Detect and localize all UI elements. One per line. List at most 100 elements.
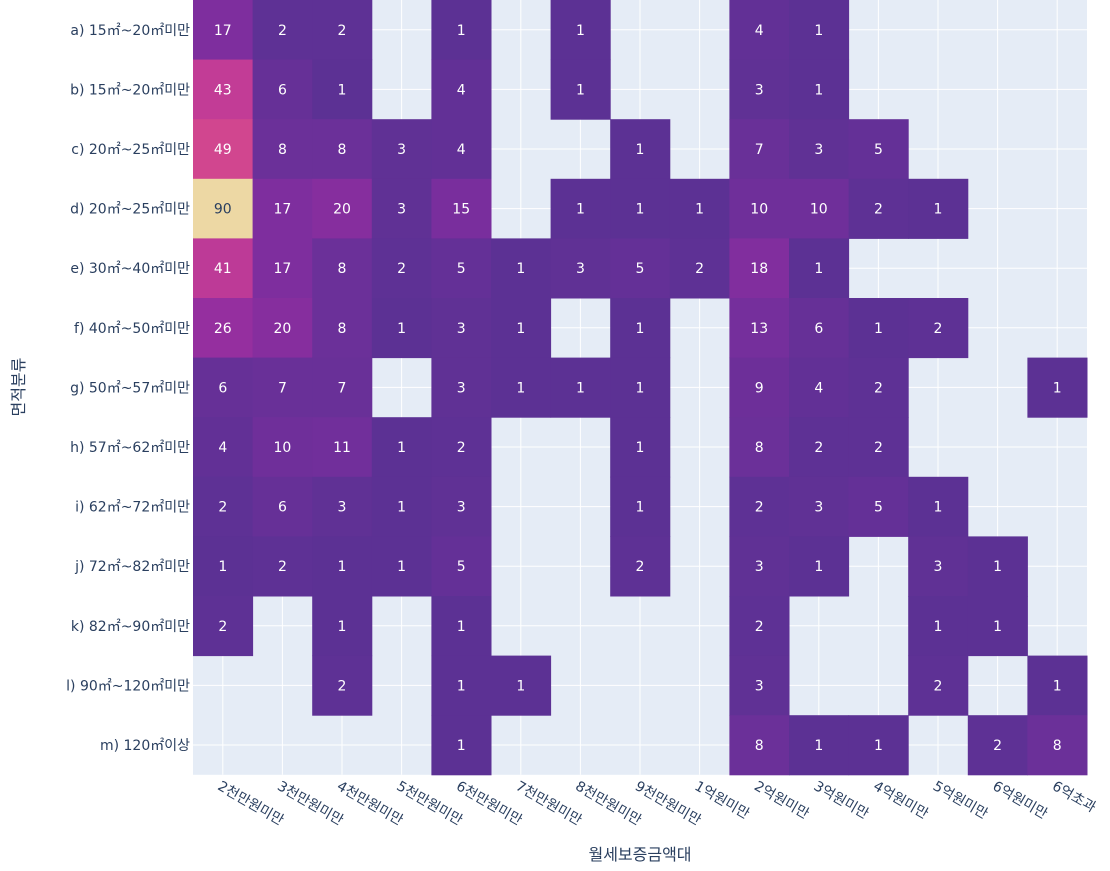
cell-value-label: 2 <box>695 261 704 277</box>
heatmap-cell <box>193 59 254 120</box>
heatmap-cell <box>848 119 909 180</box>
heatmap-cell <box>550 59 611 120</box>
heatmap-cell <box>252 238 313 299</box>
cell-value-label: 7 <box>755 142 764 158</box>
cell-value-label: 11 <box>333 440 351 456</box>
heatmap-cell <box>431 0 492 61</box>
cell-value-label: 1 <box>218 559 227 575</box>
cell-value-label: 2 <box>874 202 883 218</box>
x-tick-label: 5억원미만 <box>930 778 990 822</box>
heatmap-cell <box>252 119 313 180</box>
cell-value-label: 2 <box>218 500 227 516</box>
heatmap-cell <box>431 715 492 776</box>
heatmap-cell <box>729 59 790 120</box>
cell-value-label: 1 <box>397 500 406 516</box>
heatmap-cell <box>550 357 611 418</box>
cell-value-label: 1 <box>636 500 645 516</box>
heatmap-cell <box>1027 715 1088 776</box>
y-tick-label: h) 57㎡~62㎡미만 <box>70 440 190 456</box>
cell-value-label: 1 <box>397 440 406 456</box>
heatmap-cell <box>193 536 254 597</box>
heatmap-cell <box>550 178 611 239</box>
cell-value-label: 3 <box>457 321 466 337</box>
heatmap-cell <box>371 536 432 597</box>
heatmap-cell <box>729 536 790 597</box>
x-tick-labels: 2천만원미만3천만원미만4천만원미만5천만원미만6천만원미만7천만원미만8천만원… <box>215 778 1099 829</box>
cell-value-label: 3 <box>755 82 764 98</box>
heatmap-cell <box>491 655 552 716</box>
cell-value-label: 1 <box>874 738 883 754</box>
heatmap-cell <box>431 536 492 597</box>
heatmap-cell <box>669 178 730 239</box>
heatmap-cell <box>908 298 969 359</box>
heatmap-cell <box>610 298 671 359</box>
heatmap-cell <box>729 417 790 478</box>
heatmap-cell <box>312 59 373 120</box>
heatmap-cell <box>729 715 790 776</box>
cell-value-label: 2 <box>934 678 943 694</box>
cell-value-label: 3 <box>814 142 823 158</box>
cell-value-label: 1 <box>1053 380 1062 396</box>
x-tick-label: 3천만원미만 <box>274 778 346 829</box>
cell-value-label: 3 <box>755 559 764 575</box>
x-tick-label: 2억원미만 <box>751 778 811 822</box>
cell-value-label: 1 <box>1053 678 1062 694</box>
heatmap-cell <box>371 417 432 478</box>
cell-value-label: 8 <box>1053 738 1062 754</box>
cell-value-label: 6 <box>278 82 287 98</box>
cell-value-label: 1 <box>576 202 585 218</box>
cell-value-label: 1 <box>874 321 883 337</box>
heatmap-cell <box>431 59 492 120</box>
heatmap-cell <box>252 357 313 418</box>
heatmap-cell <box>789 178 850 239</box>
cell-value-label: 1 <box>814 261 823 277</box>
heatmap-cell <box>789 119 850 180</box>
y-tick-label: e) 30㎡~40㎡미만 <box>70 261 190 277</box>
cell-value-label: 1 <box>636 321 645 337</box>
heatmap-cell <box>729 476 790 537</box>
heatmap-cell <box>371 178 432 239</box>
cell-value-label: 2 <box>338 678 347 694</box>
cell-value-label: 2 <box>397 261 406 277</box>
cell-value-label: 26 <box>214 321 232 337</box>
heatmap-cell <box>610 536 671 597</box>
cell-value-label: 2 <box>338 23 347 39</box>
heatmap-cell <box>550 238 611 299</box>
x-tick-label: 9천만원미만 <box>632 778 704 829</box>
heatmap-cell <box>312 119 373 180</box>
heatmap-cell <box>848 417 909 478</box>
heatmap-cell <box>193 119 254 180</box>
cell-value-label: 90 <box>214 202 232 218</box>
heatmap-cell <box>610 417 671 478</box>
x-tick-label: 4억원미만 <box>870 778 930 822</box>
heatmap-cell <box>848 476 909 537</box>
heatmap-cell <box>848 357 909 418</box>
x-axis-title: 월세보증금액대 <box>588 845 691 864</box>
heatmap-cell <box>1027 357 1088 418</box>
x-tick-label: 5천만원미만 <box>394 778 466 829</box>
cell-value-label: 1 <box>457 23 466 39</box>
heatmap-cell <box>729 357 790 418</box>
cell-value-label: 17 <box>273 202 291 218</box>
cell-value-label: 2 <box>218 619 227 635</box>
x-tick-label: 2천만원미만 <box>215 778 287 829</box>
cell-value-label: 5 <box>457 261 466 277</box>
cell-value-label: 4 <box>457 82 466 98</box>
heatmap-cell <box>431 655 492 716</box>
y-tick-label: f) 40㎡~50㎡미만 <box>74 321 190 337</box>
cell-value-label: 7 <box>338 380 347 396</box>
heatmap-cell <box>312 417 373 478</box>
heatmap-cell <box>610 178 671 239</box>
heatmap-cell <box>789 59 850 120</box>
cell-value-label: 1 <box>457 678 466 694</box>
cell-value-label: 18 <box>750 261 768 277</box>
heatmap-cell <box>789 357 850 418</box>
heatmap-cell <box>312 655 373 716</box>
cell-value-label: 1 <box>993 559 1002 575</box>
heatmap-cell <box>252 476 313 537</box>
y-tick-label: j) 72㎡~82㎡미만 <box>74 559 190 575</box>
cell-value-label: 1 <box>814 738 823 754</box>
x-tick-label: 8천만원미만 <box>572 778 644 829</box>
cell-value-label: 1 <box>516 321 525 337</box>
